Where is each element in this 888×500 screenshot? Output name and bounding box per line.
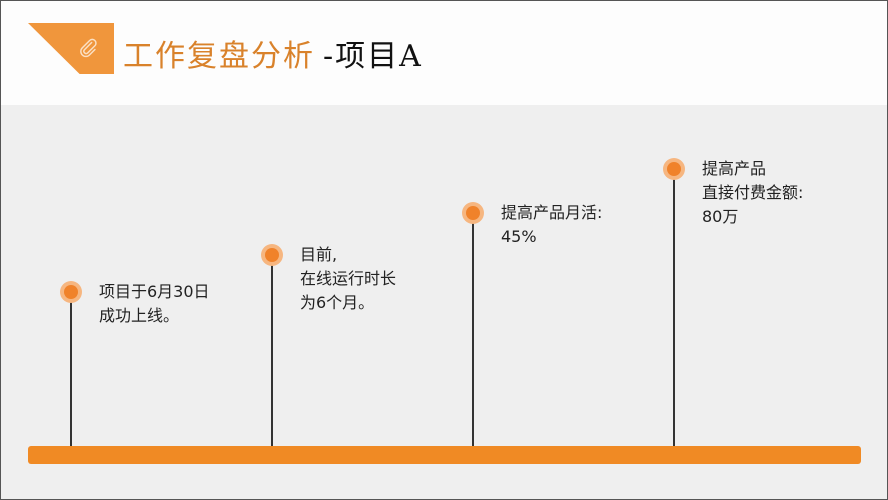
text-line: 目前,	[300, 245, 338, 264]
milestone-dot	[261, 244, 283, 266]
milestone-dot	[663, 158, 685, 180]
milestone-text-3: 提高产品月活: 45%	[501, 201, 602, 249]
text-line: 为6个月。	[300, 293, 375, 312]
text-line: 在线运行时长	[300, 269, 397, 288]
header: 工作复盘分析 -项目A	[1, 1, 887, 105]
text-line: 项目于6月30日	[99, 282, 210, 301]
milestone-stem	[70, 292, 72, 446]
text-line: 提高产品	[702, 159, 767, 178]
page-title: 工作复盘分析 -项目A	[123, 31, 423, 75]
milestone-text-1: 项目于6月30日 成功上线。	[99, 280, 210, 328]
title-main: 工作复盘分析	[123, 39, 315, 74]
text-line: 直接付费金额:	[702, 183, 804, 202]
milestone-stem	[271, 255, 273, 446]
text-line: 45%	[501, 227, 537, 246]
timeline-bar	[28, 446, 861, 464]
milestone-stem	[673, 169, 675, 446]
milestone-dot	[60, 281, 82, 303]
title-sub: -项目A	[323, 39, 423, 74]
milestone-dot	[462, 202, 484, 224]
text-line: 提高产品月活:	[501, 203, 603, 222]
text-line: 成功上线。	[99, 306, 180, 325]
milestone-text-2: 目前, 在线运行时长 为6个月。	[300, 243, 396, 315]
paperclip-icon	[80, 38, 97, 58]
title-tag-shape	[28, 23, 114, 74]
milestone-stem	[472, 213, 474, 446]
text-line: 80万	[702, 207, 739, 226]
milestone-text-4: 提高产品 直接付费金额: 80万	[702, 157, 803, 229]
